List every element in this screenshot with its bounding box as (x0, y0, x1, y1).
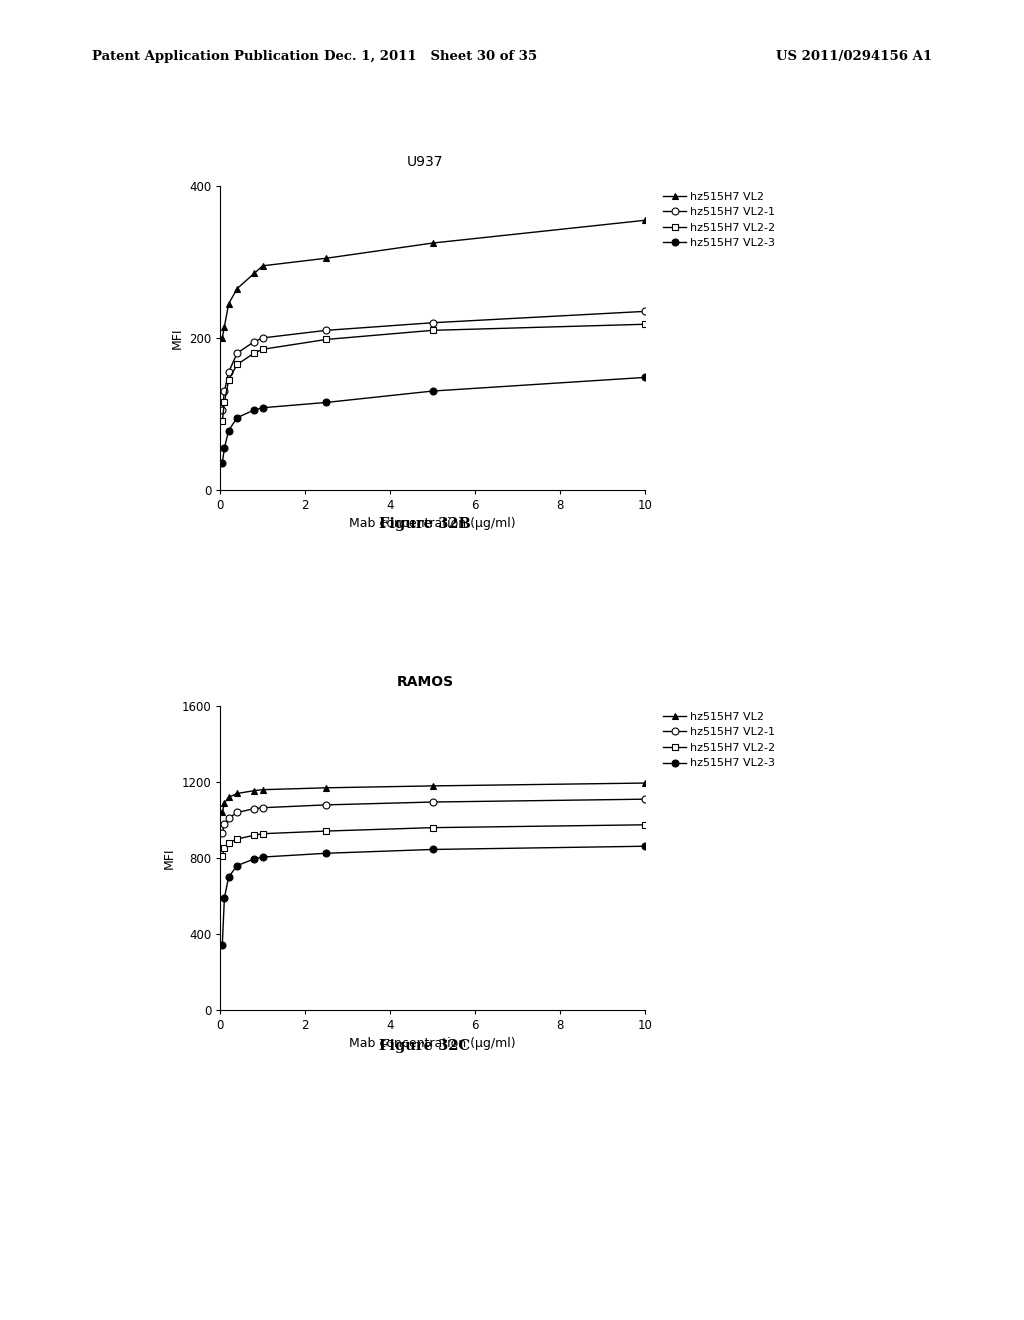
hz515H7 VL2-3 (639, 370, 651, 385)
hz515H7 VL2-2 (218, 395, 230, 411)
hz515H7 VL2-2 (256, 342, 268, 358)
hz515H7 VL2-1 (639, 791, 651, 807)
hz515H7 VL2-2 (216, 849, 228, 865)
hz515H7 VL2-1 (256, 330, 268, 346)
Legend: hz515H7 VL2, hz515H7 VL2-1, hz515H7 VL2-2, hz515H7 VL2-3: hz515H7 VL2, hz515H7 VL2-1, hz515H7 VL2-… (664, 711, 775, 768)
Text: Dec. 1, 2011   Sheet 30 of 35: Dec. 1, 2011 Sheet 30 of 35 (324, 50, 537, 63)
hz515H7 VL2-3 (216, 937, 228, 953)
hz515H7 VL2-1 (248, 801, 260, 817)
hz515H7 VL2-3 (256, 400, 268, 416)
Line: hz515H7 VL2-3: hz515H7 VL2-3 (219, 374, 648, 467)
Text: RAMOS: RAMOS (396, 675, 454, 689)
hz515H7 VL2-1 (231, 805, 244, 821)
hz515H7 VL2 (218, 318, 230, 334)
hz515H7 VL2-3 (218, 890, 230, 906)
Line: hz515H7 VL2: hz515H7 VL2 (219, 780, 648, 816)
hz515H7 VL2-1 (639, 304, 651, 319)
hz515H7 VL2-1 (216, 403, 228, 418)
hz515H7 VL2-3 (231, 409, 244, 425)
hz515H7 VL2-3 (248, 403, 260, 418)
hz515H7 VL2 (639, 213, 651, 228)
hz515H7 VL2-3 (216, 455, 228, 471)
Line: hz515H7 VL2-1: hz515H7 VL2-1 (219, 796, 648, 837)
hz515H7 VL2 (218, 795, 230, 810)
hz515H7 VL2 (222, 296, 234, 312)
Line: hz515H7 VL2-1: hz515H7 VL2-1 (219, 308, 648, 413)
Text: U937: U937 (407, 154, 443, 169)
hz515H7 VL2-2 (321, 331, 333, 347)
hz515H7 VL2-1 (427, 795, 439, 810)
Line: hz515H7 VL2-2: hz515H7 VL2-2 (219, 321, 648, 425)
hz515H7 VL2 (256, 257, 268, 273)
hz515H7 VL2-2 (427, 322, 439, 338)
hz515H7 VL2-1 (222, 810, 234, 826)
Line: hz515H7 VL2-2: hz515H7 VL2-2 (219, 821, 648, 859)
hz515H7 VL2-2 (231, 356, 244, 372)
hz515H7 VL2-3 (427, 383, 439, 399)
hz515H7 VL2-2 (218, 840, 230, 855)
hz515H7 VL2-3 (256, 849, 268, 865)
hz515H7 VL2-1 (256, 800, 268, 816)
hz515H7 VL2-2 (231, 832, 244, 847)
hz515H7 VL2 (427, 235, 439, 251)
hz515H7 VL2 (231, 281, 244, 297)
hz515H7 VL2 (639, 775, 651, 791)
hz515H7 VL2-1 (248, 334, 260, 350)
hz515H7 VL2-3 (222, 869, 234, 884)
Text: US 2011/0294156 A1: US 2011/0294156 A1 (776, 50, 932, 63)
hz515H7 VL2-2 (321, 824, 333, 840)
hz515H7 VL2-3 (639, 838, 651, 854)
hz515H7 VL2 (256, 781, 268, 797)
hz515H7 VL2 (321, 251, 333, 267)
hz515H7 VL2 (248, 783, 260, 799)
hz515H7 VL2-1 (222, 364, 234, 380)
hz515H7 VL2-2 (639, 817, 651, 833)
hz515H7 VL2-2 (216, 413, 228, 429)
hz515H7 VL2-1 (218, 383, 230, 399)
hz515H7 VL2-3 (222, 422, 234, 438)
hz515H7 VL2-3 (427, 842, 439, 858)
Y-axis label: MFI: MFI (163, 847, 176, 869)
hz515H7 VL2-2 (256, 826, 268, 842)
hz515H7 VL2-3 (231, 858, 244, 874)
hz515H7 VL2 (321, 780, 333, 796)
Y-axis label: MFI: MFI (170, 327, 183, 348)
hz515H7 VL2-1 (216, 825, 228, 841)
hz515H7 VL2-1 (321, 322, 333, 338)
X-axis label: Mab concentration (μg/ml): Mab concentration (μg/ml) (349, 1038, 516, 1051)
hz515H7 VL2 (216, 330, 228, 346)
hz515H7 VL2-2 (222, 372, 234, 388)
hz515H7 VL2 (222, 789, 234, 805)
hz515H7 VL2-2 (248, 828, 260, 843)
hz515H7 VL2-2 (639, 317, 651, 333)
Text: Figure 32B: Figure 32B (379, 517, 471, 532)
X-axis label: Mab concentration (μg/ml): Mab concentration (μg/ml) (349, 517, 516, 531)
hz515H7 VL2-3 (321, 845, 333, 861)
Legend: hz515H7 VL2, hz515H7 VL2-1, hz515H7 VL2-2, hz515H7 VL2-3: hz515H7 VL2, hz515H7 VL2-1, hz515H7 VL2-… (664, 191, 775, 248)
hz515H7 VL2 (427, 777, 439, 793)
hz515H7 VL2-1 (231, 346, 244, 362)
hz515H7 VL2-3 (321, 395, 333, 411)
Line: hz515H7 VL2: hz515H7 VL2 (219, 216, 648, 342)
hz515H7 VL2-3 (218, 440, 230, 455)
hz515H7 VL2 (231, 785, 244, 801)
hz515H7 VL2-1 (321, 797, 333, 813)
Text: Patent Application Publication: Patent Application Publication (92, 50, 318, 63)
hz515H7 VL2 (248, 265, 260, 281)
hz515H7 VL2-2 (248, 346, 260, 362)
hz515H7 VL2-2 (427, 820, 439, 836)
hz515H7 VL2-2 (222, 836, 234, 851)
Text: Figure 32C: Figure 32C (380, 1039, 470, 1053)
hz515H7 VL2-1 (427, 315, 439, 331)
hz515H7 VL2 (216, 805, 228, 821)
hz515H7 VL2-1 (218, 816, 230, 832)
hz515H7 VL2-3 (248, 851, 260, 867)
Line: hz515H7 VL2-3: hz515H7 VL2-3 (219, 842, 648, 949)
